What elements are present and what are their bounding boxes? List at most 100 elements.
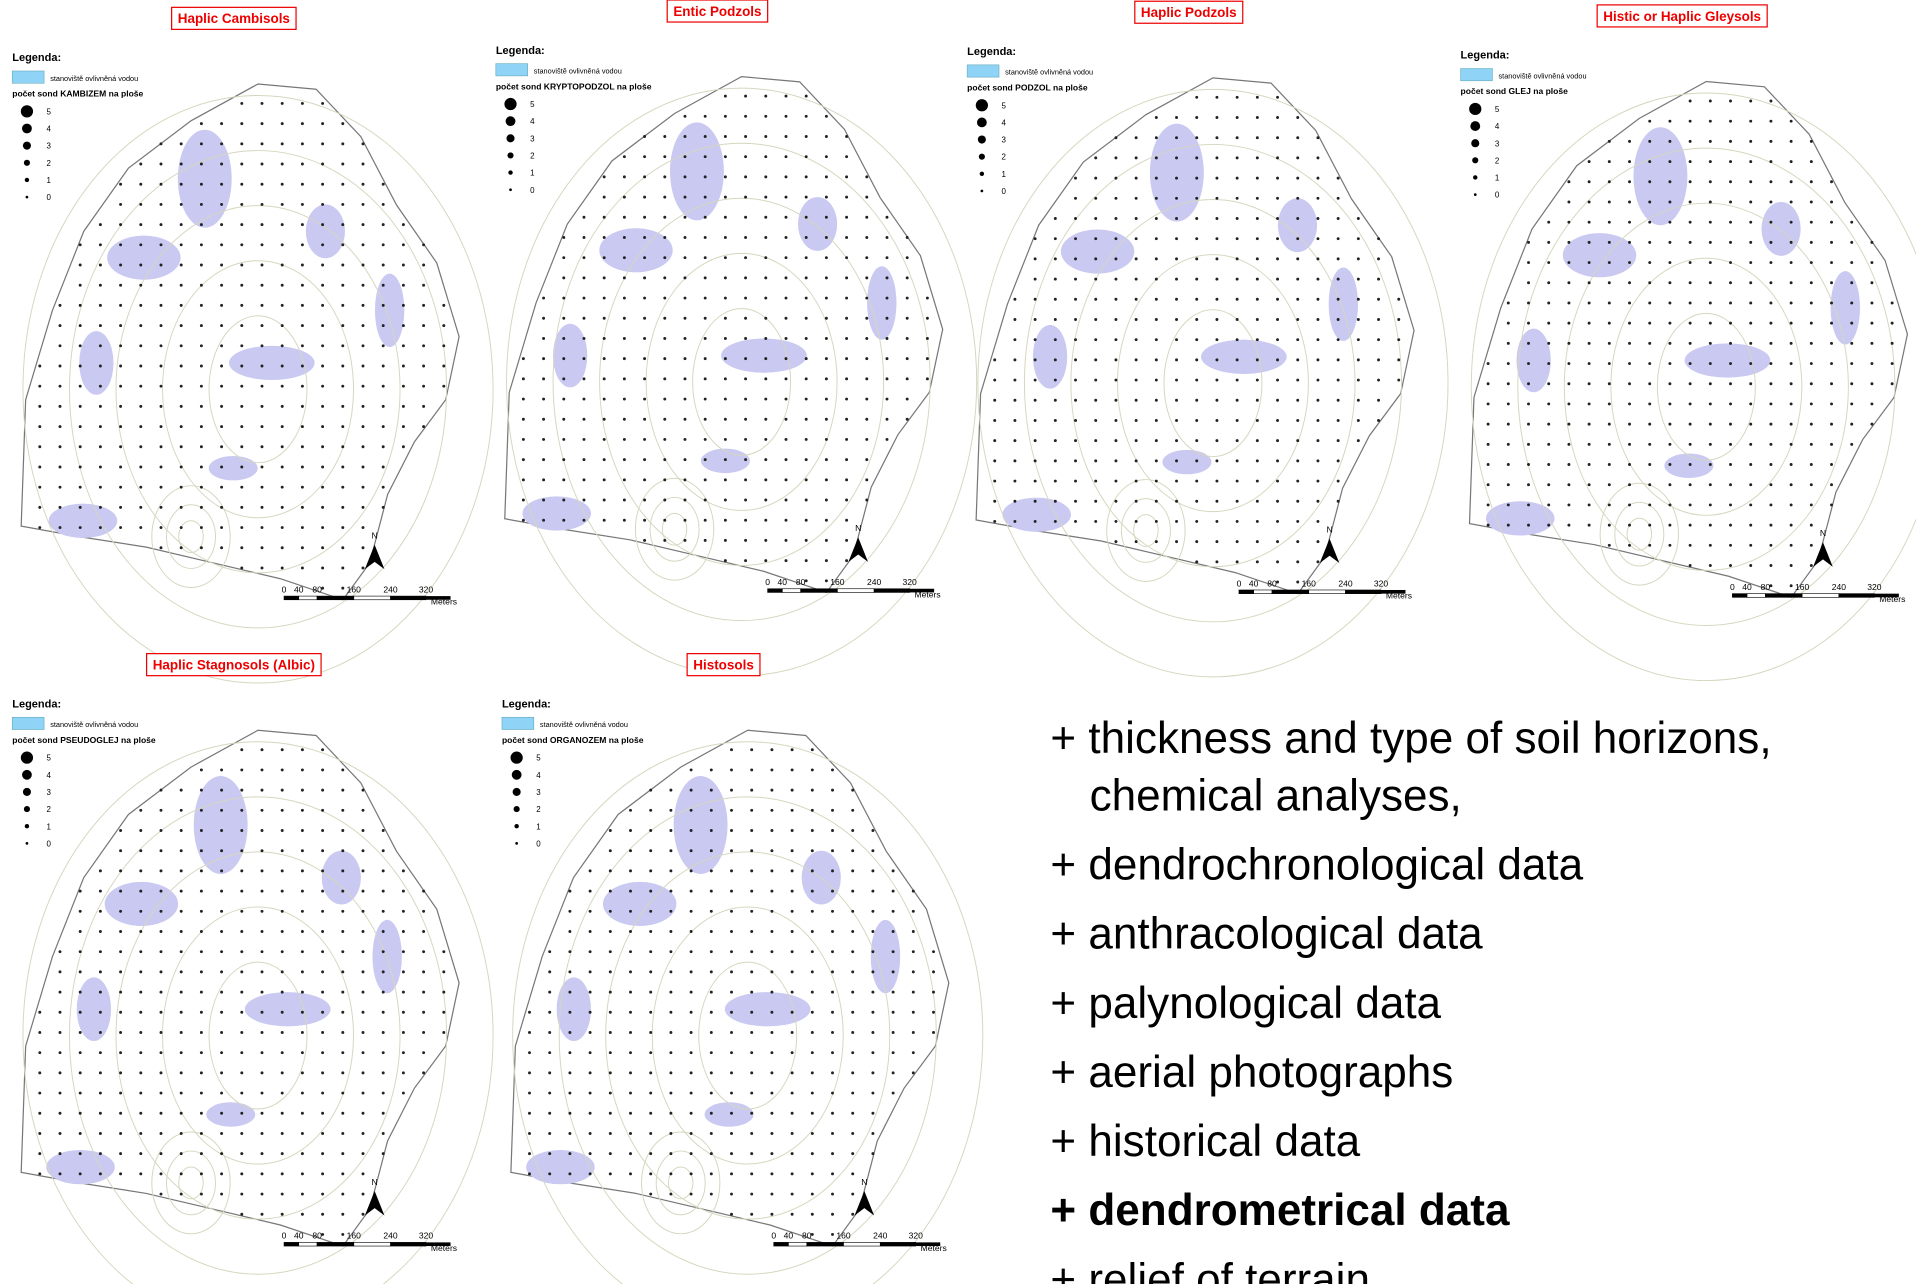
sample-point xyxy=(710,991,713,994)
sample-point xyxy=(281,1112,284,1115)
sample-point xyxy=(811,950,814,953)
sample-point xyxy=(1377,257,1380,260)
sample-point xyxy=(1236,96,1239,99)
sample-point xyxy=(1013,298,1016,301)
sample-point xyxy=(240,223,243,226)
sample-point xyxy=(649,1132,652,1135)
sample-point xyxy=(770,950,773,953)
sample-point xyxy=(1709,524,1712,527)
sample-point xyxy=(240,264,243,267)
sample-point xyxy=(180,344,183,347)
legend-symbol xyxy=(978,135,986,143)
sample-point xyxy=(119,991,122,994)
sample-point xyxy=(851,1051,854,1054)
sample-point xyxy=(1114,257,1117,260)
sample-point xyxy=(382,324,385,327)
sample-point xyxy=(831,809,834,812)
sample-point xyxy=(139,1152,142,1155)
scale-segment xyxy=(1254,590,1272,594)
sample-point xyxy=(710,1112,713,1115)
sample-point xyxy=(1709,221,1712,224)
sample-point xyxy=(1316,318,1319,321)
sample-point xyxy=(220,465,223,468)
sample-point xyxy=(1547,221,1550,224)
sample-point xyxy=(1215,520,1218,523)
sample-point xyxy=(1337,257,1340,260)
sample-point xyxy=(1357,278,1360,281)
sample-point xyxy=(261,991,264,994)
sample-point xyxy=(1094,217,1097,220)
sample-point xyxy=(522,377,525,380)
sample-point xyxy=(1527,362,1530,365)
sample-point xyxy=(791,890,794,893)
sample-point xyxy=(1034,257,1037,260)
sample-point xyxy=(1215,379,1218,382)
sample-point xyxy=(764,539,767,542)
sample-point xyxy=(643,196,646,199)
water-area xyxy=(1278,198,1317,252)
sample-point xyxy=(744,155,747,158)
sample-point xyxy=(704,499,707,502)
sample-point xyxy=(301,970,304,973)
sample-point xyxy=(1749,100,1752,103)
sample-point xyxy=(341,890,344,893)
sample-point xyxy=(1135,197,1138,200)
sample-point xyxy=(1013,500,1016,503)
sample-point xyxy=(119,849,122,852)
sample-point xyxy=(422,1071,425,1074)
sample-point xyxy=(831,1233,834,1236)
sample-point xyxy=(1034,439,1037,442)
sample-point xyxy=(301,849,304,852)
sample-point xyxy=(321,324,324,327)
sample-point xyxy=(341,324,344,327)
sample-point xyxy=(1648,281,1651,284)
sample-point xyxy=(1547,483,1550,486)
sample-point xyxy=(1567,261,1570,264)
sample-point xyxy=(1357,358,1360,361)
legend-symbol xyxy=(24,806,30,812)
sample-point xyxy=(321,102,324,105)
scale-label: 320 xyxy=(419,584,434,594)
sample-point xyxy=(1830,281,1833,284)
sample-point xyxy=(220,445,223,448)
sample-point xyxy=(589,930,592,933)
sample-point xyxy=(220,970,223,973)
sample-point xyxy=(851,1132,854,1135)
sample-point xyxy=(341,405,344,408)
sample-point xyxy=(261,425,264,428)
sample-point xyxy=(180,1011,183,1014)
sample-point xyxy=(1567,483,1570,486)
sample-point xyxy=(281,1051,284,1054)
sample-point xyxy=(785,357,788,360)
north-label: N xyxy=(1326,524,1332,534)
sample-point xyxy=(871,910,874,913)
sample-point xyxy=(730,890,733,893)
sample-point xyxy=(1830,382,1833,385)
sample-point xyxy=(1810,564,1813,567)
sample-point xyxy=(1729,423,1732,426)
legend-class-label: 4 xyxy=(536,771,541,780)
sample-point xyxy=(764,276,767,279)
sample-point xyxy=(1276,459,1279,462)
sample-point xyxy=(1013,439,1016,442)
sample-point xyxy=(261,1172,264,1175)
sample-point xyxy=(548,1092,551,1095)
sample-point xyxy=(744,337,747,340)
sample-point xyxy=(180,385,183,388)
sample-point xyxy=(886,418,889,421)
sample-point xyxy=(1013,480,1016,483)
sample-point xyxy=(684,115,687,118)
sample-point xyxy=(1608,241,1611,244)
sample-point xyxy=(851,809,854,812)
sample-point xyxy=(1236,459,1239,462)
sample-point xyxy=(528,1112,531,1115)
legend-symbol xyxy=(22,770,32,780)
sample-point xyxy=(1588,241,1591,244)
sample-point xyxy=(402,304,405,307)
sample-point xyxy=(261,344,264,347)
sample-point xyxy=(993,439,996,442)
scale-label: 160 xyxy=(347,1231,362,1241)
sample-point xyxy=(1689,100,1692,103)
sample-point xyxy=(1668,443,1671,446)
sample-point xyxy=(240,1112,243,1115)
